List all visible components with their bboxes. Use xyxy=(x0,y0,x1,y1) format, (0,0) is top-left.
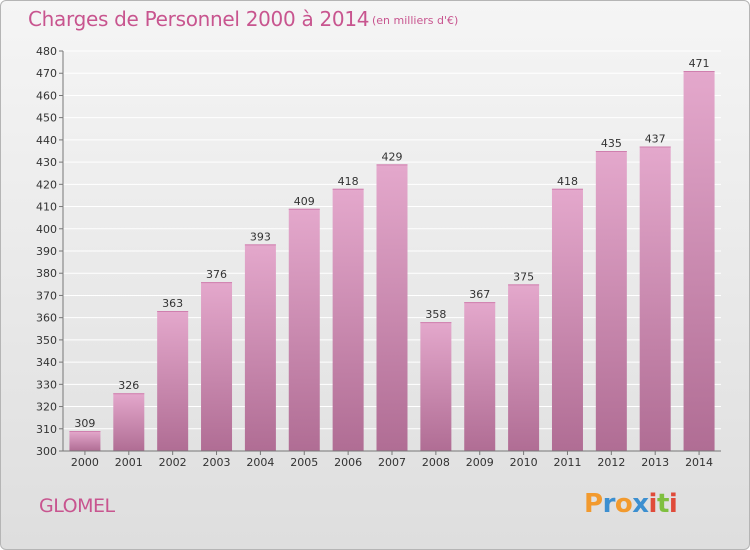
x-tick-label: 2001 xyxy=(115,456,143,469)
bar-2000 xyxy=(69,431,101,451)
y-tick-label: 300 xyxy=(36,445,57,458)
y-tick-label: 430 xyxy=(36,156,57,169)
y-tick-label: 470 xyxy=(36,67,57,80)
logo-letter: P xyxy=(584,489,603,519)
x-tick-label: 2012 xyxy=(597,456,625,469)
y-tick-label: 310 xyxy=(36,423,57,436)
x-tick-label: 2014 xyxy=(685,456,713,469)
y-tick-label: 440 xyxy=(36,134,57,147)
bar-2008 xyxy=(420,322,452,451)
y-tick-label: 410 xyxy=(36,201,57,214)
x-tick-label: 2004 xyxy=(246,456,274,469)
value-label: 376 xyxy=(206,268,227,281)
logo-letter: t xyxy=(656,489,669,519)
value-label: 309 xyxy=(74,417,95,430)
y-tick-label: 390 xyxy=(36,245,57,258)
value-label: 363 xyxy=(162,297,183,310)
y-tick-label: 350 xyxy=(36,334,57,347)
value-label: 418 xyxy=(338,175,359,188)
bar-2010 xyxy=(508,284,540,451)
bar-2014 xyxy=(683,71,715,451)
x-tick-label: 2013 xyxy=(641,456,669,469)
bar-2004 xyxy=(244,244,276,451)
bar-2001 xyxy=(113,393,145,451)
value-label: 471 xyxy=(689,57,710,70)
value-label: 326 xyxy=(118,379,139,392)
value-label: 429 xyxy=(382,150,403,163)
y-tick-label: 330 xyxy=(36,378,57,391)
logo-letter: o xyxy=(614,489,633,519)
y-tick-label: 450 xyxy=(36,112,57,125)
bar-2005 xyxy=(288,208,320,451)
y-tick-label: 460 xyxy=(36,89,57,102)
x-tick-label: 2005 xyxy=(290,456,318,469)
y-tick-label: 420 xyxy=(36,178,57,191)
x-tick-label: 2002 xyxy=(159,456,187,469)
y-tick-label: 370 xyxy=(36,289,57,302)
bar-2009 xyxy=(464,302,496,451)
y-tick-label: 360 xyxy=(36,312,57,325)
proxiti-logo: Proxiti xyxy=(584,489,678,519)
x-tick-label: 2003 xyxy=(203,456,231,469)
y-tick-label: 480 xyxy=(36,45,57,58)
y-tick-label: 400 xyxy=(36,223,57,236)
bar-2007 xyxy=(376,164,408,452)
value-label: 409 xyxy=(294,195,315,208)
logo-letter: r xyxy=(602,489,616,519)
x-tick-label: 2009 xyxy=(466,456,494,469)
bar-2012 xyxy=(595,151,627,451)
chart-subtitle: (en milliers d'€) xyxy=(372,14,459,27)
value-label: 367 xyxy=(469,288,490,301)
logo-letter: i xyxy=(648,489,658,519)
bar-2013 xyxy=(639,146,671,452)
value-label: 437 xyxy=(645,133,666,146)
x-tick-label: 2007 xyxy=(378,456,406,469)
x-tick-label: 2006 xyxy=(334,456,362,469)
commune-name: GLOMEL xyxy=(39,495,115,517)
x-tick-label: 2011 xyxy=(553,456,581,469)
x-tick-label: 2000 xyxy=(71,456,99,469)
logo-letter: i xyxy=(668,489,678,519)
bar-2011 xyxy=(551,188,583,451)
y-tick-label: 380 xyxy=(36,267,57,280)
y-tick-label: 340 xyxy=(36,356,57,369)
value-label: 393 xyxy=(250,230,271,243)
bar-2002 xyxy=(157,311,189,451)
value-label: 375 xyxy=(513,270,534,283)
logo-letter: x xyxy=(632,489,649,519)
value-label: 418 xyxy=(557,175,578,188)
value-label: 435 xyxy=(601,137,622,150)
value-label: 358 xyxy=(425,308,446,321)
y-tick-label: 320 xyxy=(36,401,57,414)
x-tick-label: 2010 xyxy=(510,456,538,469)
bar-2006 xyxy=(332,188,364,451)
bar-2003 xyxy=(201,282,233,451)
x-tick-label: 2008 xyxy=(422,456,450,469)
chart-title: Charges de Personnel 2000 à 2014 xyxy=(28,7,370,31)
